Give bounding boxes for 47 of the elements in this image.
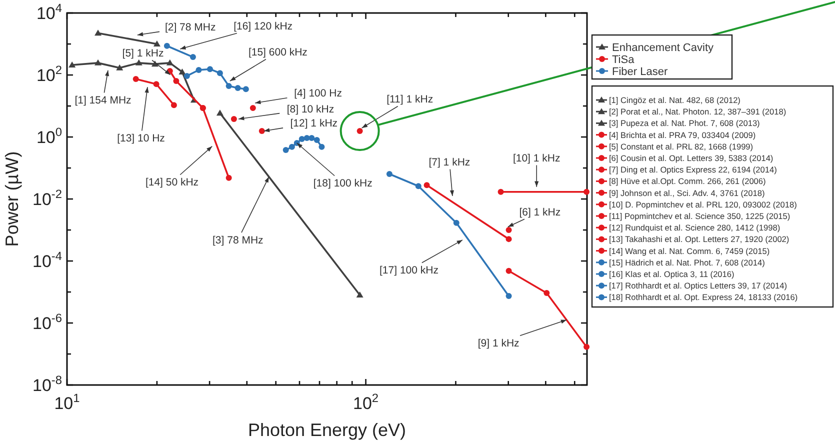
legend-label: [7] Ding et al. Optics Express 22, 6194 (2014) (609, 164, 778, 175)
legend-label: [5] Constant et al. PRL 82, 1668 (1999) (609, 141, 754, 152)
annotation: [8] 10 kHz (286, 104, 334, 116)
annotation: [7] 1 kHz (428, 156, 470, 169)
annotation: [14] 50 kHz (145, 176, 199, 189)
text: Enhancement Cavity (612, 42, 714, 54)
annotation: [1] 154 MHz (74, 94, 132, 107)
annotation: [10] 1 kHz (512, 152, 560, 165)
legend-label: [18] Rothhardt et al. Opt. Express 24, 18133 (2016) (609, 292, 798, 302)
legend-label: [11] Popmintchev et al. Science 350, 1225 (2015) (609, 211, 790, 221)
annotation: [17] 100 kHz (380, 264, 438, 277)
annotation: [15] 600 kHz (248, 46, 308, 59)
legend-label: [17] Rothhardt et al. Optics Letters 39, 17 (2014) (609, 280, 788, 291)
x-axis-title: Photon Energy (eV) (248, 420, 406, 440)
y-axis-title: Power (µW) (2, 151, 22, 247)
annotation: [9] 1 kHz (478, 338, 520, 350)
y-tick-label: 10$^{4}$ (36, 1, 62, 23)
annotation: [16] 120 kHz (234, 20, 293, 33)
legend-label: [12] Rundquist et al. Science 280, 1412 (1998) (609, 222, 780, 233)
annotation: [5] 1 kHz (122, 48, 164, 60)
legend-label: [3] Pupeza et al. Nat. Phot. 7, 608 (2013) (609, 118, 760, 128)
annotation: [18] 100 kHz (313, 178, 372, 190)
y-tick-label: 10$^{-2}$ (32, 187, 62, 209)
legend-label: [8] Hüve et al.Opt. Comm. 266, 261 (2006) (609, 176, 766, 186)
legend-label: [2] Porat et al., Nat. Photon. 12, 387–391 (2018) (609, 106, 786, 117)
legend-label: [6] Cousin et al. Opt. Letters 39, 5383 (2014) (609, 153, 774, 163)
annotation: [4] 100 Hz (294, 88, 342, 100)
legend-label: [1] Cingöz et al. Nat. 482, 68 (2012) (609, 95, 741, 105)
text: Fiber Laser (612, 66, 668, 78)
annotation: [3] 78 MHz (212, 234, 264, 246)
legend-label: [4] Brichta et al. PRA 79, 033404 (2009) (609, 130, 756, 140)
legend-label: [10] D. Popmintchev et al. PRL 120, 093002 (2018) (609, 199, 798, 210)
annotation: [13] 10 Hz (117, 132, 165, 145)
text: TiSa (612, 54, 636, 66)
y-tick-label: 10$^{-4}$ (32, 249, 62, 271)
y-tick-label: 10$^{0}$ (36, 125, 62, 147)
legend-label: [13] Takahashi et al. Opt. Letters 27, 1920 (2002) (609, 234, 790, 244)
legend-label: [9] Johnson et al., Sci. Adv. 4, 3761 (2018) (609, 188, 765, 198)
annotation: [11] 1 kHz (386, 94, 434, 106)
y-tick-label: 10$^{2}$ (36, 63, 62, 85)
y-tick-label: 10$^{-6}$ (32, 311, 62, 333)
annotation: [6] 1 kHz (519, 206, 561, 219)
legend-label: [14] Wang et al. Nat. Comm. 6, 7459 (2015) (609, 246, 770, 256)
annotation: [12] 1 kHz (290, 118, 338, 130)
legend-label: [15] Hädrich et al. Nat. Phot. 7, 608 (2014) (609, 257, 766, 268)
legend-label: [16] Klas et al. Optica 3, 11 (2016) (609, 269, 735, 279)
annotation: [2] 78 MHz (164, 22, 216, 34)
